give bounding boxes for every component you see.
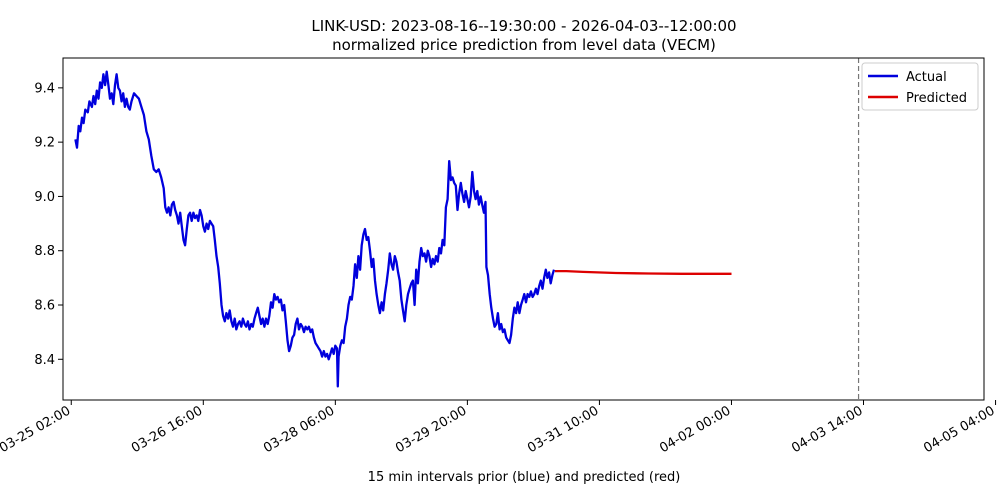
series-line-predicted — [554, 269, 732, 275]
x-tick-label: 03-31 10:00 — [525, 403, 601, 456]
x-tick-label: 04-05 04:00 — [921, 403, 997, 456]
x-tick-label: 03-25 02:00 — [0, 403, 73, 456]
chart-subtitle: normalized price prediction from level d… — [332, 36, 716, 54]
plot-frame — [62, 57, 985, 401]
x-tick-label: 03-26 16:00 — [129, 403, 205, 456]
x-tick-label: 03-29 20:00 — [393, 403, 469, 456]
x-tick-label: 04-02 00:00 — [657, 403, 733, 456]
chart-title: LINK-USD: 2023-08-16--19:30:00 - 2026-04… — [311, 17, 736, 35]
y-axis: 8.4 8.6 8.8 9.0 9.2 9.4 — [34, 81, 63, 368]
y-tick-label: 8.4 — [34, 353, 55, 368]
y-tick-label: 9.4 — [34, 81, 55, 96]
x-tick-label: 04-03 14:00 — [789, 403, 865, 456]
plot-layer — [74, 58, 860, 400]
y-tick-label: 8.8 — [34, 244, 55, 259]
x-tick-label: 03-28 06:00 — [261, 403, 337, 456]
y-tick-label: 8.6 — [34, 299, 55, 314]
legend-label: Actual — [906, 70, 947, 85]
legend-label: Predicted — [906, 91, 967, 106]
legend: Actual Predicted — [861, 62, 979, 111]
y-tick-label: 9.0 — [34, 190, 55, 205]
series-line-actual — [74, 70, 556, 388]
x-axis: 03-25 02:00 03-26 16:00 03-28 06:00 03-29 2… — [0, 400, 998, 456]
y-tick-label: 9.2 — [34, 136, 55, 151]
x-axis-label: 15 min intervals prior (blue) and predic… — [368, 470, 681, 485]
